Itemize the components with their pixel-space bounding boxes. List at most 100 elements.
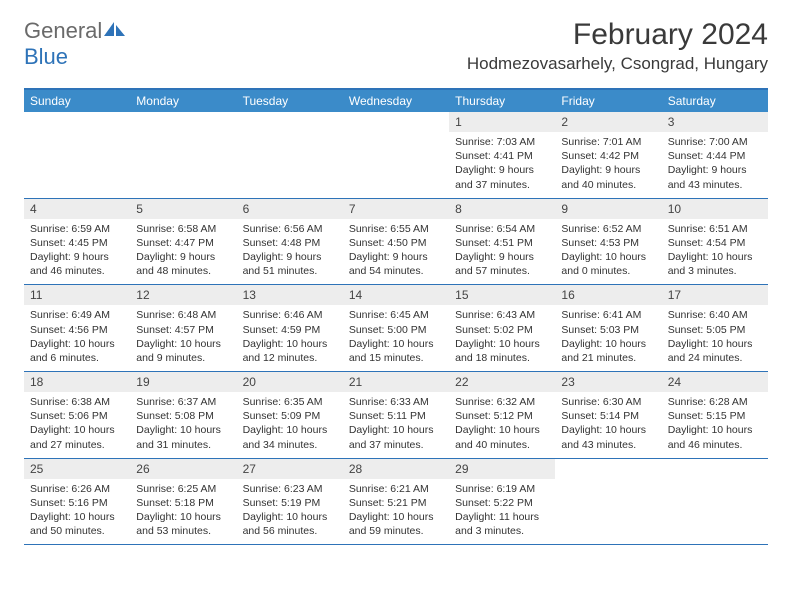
day-cell: 18Sunrise: 6:38 AMSunset: 5:06 PMDayligh… [24,372,130,458]
sunrise-line: Sunrise: 6:58 AM [136,222,230,236]
logo-word2: Blue [24,44,68,69]
week-row: 4Sunrise: 6:59 AMSunset: 4:45 PMDaylight… [24,199,768,286]
day-body: Sunrise: 6:33 AMSunset: 5:11 PMDaylight:… [343,392,449,458]
logo-text: General Blue [24,18,126,70]
sunset-line: Sunset: 5:19 PM [243,496,337,510]
day-cell: 23 Sunrise: 6:30 AMSunset: 5:14 PMDayligh… [555,372,661,458]
day-cell: 3Sunrise: 7:00 AMSunset: 4:44 PMDaylight… [662,112,768,198]
daylight-line: Daylight: 10 hours and 50 minutes. [30,510,124,538]
day-number: 9 [555,199,661,219]
sunset-line: Sunset: 4:54 PM [668,236,762,250]
day-number: 28 [343,459,449,479]
day-cell [237,112,343,198]
day-cell: 12Sunrise: 6:48 AMSunset: 4:57 PMDayligh… [130,285,236,371]
sunrise-line: Sunrise: 6:28 AM [668,395,762,409]
sunrise-line: Sunrise: 7:01 AM [561,135,655,149]
sunrise-line: Sunrise: 6:43 AM [455,308,549,322]
sunset-line: Sunset: 5:16 PM [30,496,124,510]
sunrise-line: Sunrise: 6:38 AM [30,395,124,409]
sunset-line: Sunset: 4:59 PM [243,323,337,337]
day-number: 1 [449,112,555,132]
sunrise-line: Sunrise: 6:19 AM [455,482,549,496]
sunset-line: Sunset: 4:48 PM [243,236,337,250]
day-body: Sunrise: 6:26 AMSunset: 5:16 PMDaylight:… [24,479,130,545]
day-number: 20 [237,372,343,392]
day-number: 19 [130,372,236,392]
sunset-line: Sunset: 4:56 PM [30,323,124,337]
weekday-header: Monday [130,90,236,112]
daylight-line: Daylight: 10 hours and 43 minutes. [561,423,655,451]
daylight-line: Daylight: 10 hours and 40 minutes. [455,423,549,451]
sunrise-line: Sunrise: 6:35 AM [243,395,337,409]
week-row: 11Sunrise: 6:49 AMSunset: 4:56 PMDayligh… [24,285,768,372]
sunset-line: Sunset: 5:22 PM [455,496,549,510]
sunset-line: Sunset: 5:14 PM [561,409,655,423]
day-body: Sunrise: 6:23 AMSunset: 5:19 PMDaylight:… [237,479,343,545]
weeks-container: 1Sunrise: 7:03 AMSunset: 4:41 PMDaylight… [24,112,768,545]
day-cell [343,112,449,198]
day-number: 14 [343,285,449,305]
day-number: 17 [662,285,768,305]
day-body: Sunrise: 6:51 AMSunset: 4:54 PMDaylight:… [662,219,768,285]
sunrise-line: Sunrise: 6:21 AM [349,482,443,496]
day-cell: 25Sunrise: 6:26 AMSunset: 5:16 PMDayligh… [24,459,130,545]
sunrise-line: Sunrise: 6:30 AM [561,395,655,409]
weekday-header-row: SundayMondayTuesdayWednesdayThursdayFrid… [24,90,768,112]
day-body: Sunrise: 6:48 AMSunset: 4:57 PMDaylight:… [130,305,236,371]
day-number [662,459,768,479]
day-cell: 5Sunrise: 6:58 AMSunset: 4:47 PMDaylight… [130,199,236,285]
sunrise-line: Sunrise: 6:26 AM [30,482,124,496]
day-number: 27 [237,459,343,479]
day-number: 5 [130,199,236,219]
day-body: Sunrise: 6:37 AMSunset: 5:08 PMDaylight:… [130,392,236,458]
day-cell: 29Sunrise: 6:19 AMSunset: 5:22 PMDayligh… [449,459,555,545]
day-cell: 8Sunrise: 6:54 AMSunset: 4:51 PMDaylight… [449,199,555,285]
sunrise-line: Sunrise: 7:03 AM [455,135,549,149]
sunrise-line: Sunrise: 6:25 AM [136,482,230,496]
day-body: Sunrise: 6:35 AMSunset: 5:09 PMDaylight:… [237,392,343,458]
day-body: Sunrise: 6:59 AMSunset: 4:45 PMDaylight:… [24,219,130,285]
day-number: 25 [24,459,130,479]
day-cell: 16Sunrise: 6:41 AMSunset: 5:03 PMDayligh… [555,285,661,371]
sunset-line: Sunset: 4:47 PM [136,236,230,250]
daylight-line: Daylight: 9 hours and 40 minutes. [561,163,655,191]
sunset-line: Sunset: 4:53 PM [561,236,655,250]
day-number [24,112,130,132]
location: Hodmezovasarhely, Csongrad, Hungary [467,54,768,74]
day-number: 2 [555,112,661,132]
day-cell: 1Sunrise: 7:03 AMSunset: 4:41 PMDaylight… [449,112,555,198]
daylight-line: Daylight: 10 hours and 18 minutes. [455,337,549,365]
daylight-line: Daylight: 9 hours and 51 minutes. [243,250,337,278]
week-row: 25Sunrise: 6:26 AMSunset: 5:16 PMDayligh… [24,459,768,546]
daylight-line: Daylight: 10 hours and 6 minutes. [30,337,124,365]
daylight-line: Daylight: 10 hours and 31 minutes. [136,423,230,451]
day-cell: 17Sunrise: 6:40 AMSunset: 5:05 PMDayligh… [662,285,768,371]
daylight-line: Daylight: 10 hours and 3 minutes. [668,250,762,278]
day-number [237,112,343,132]
daylight-line: Daylight: 10 hours and 46 minutes. [668,423,762,451]
day-number: 6 [237,199,343,219]
sunset-line: Sunset: 5:05 PM [668,323,762,337]
daylight-line: Daylight: 9 hours and 46 minutes. [30,250,124,278]
sunset-line: Sunset: 5:06 PM [30,409,124,423]
day-body: Sunrise: 6:46 AMSunset: 4:59 PMDaylight:… [237,305,343,371]
day-number [555,459,661,479]
day-body: Sunrise: 6:32 AMSunset: 5:12 PMDaylight:… [449,392,555,458]
day-body: Sunrise: 7:03 AMSunset: 4:41 PMDaylight:… [449,132,555,198]
day-cell: 24Sunrise: 6:28 AMSunset: 5:15 PMDayligh… [662,372,768,458]
sunrise-line: Sunrise: 6:41 AM [561,308,655,322]
day-number: 15 [449,285,555,305]
sunrise-line: Sunrise: 6:32 AM [455,395,549,409]
day-number: 23 [555,372,661,392]
day-number: 3 [662,112,768,132]
sunset-line: Sunset: 4:45 PM [30,236,124,250]
day-number [130,112,236,132]
sunset-line: Sunset: 5:08 PM [136,409,230,423]
day-cell: 15Sunrise: 6:43 AMSunset: 5:02 PMDayligh… [449,285,555,371]
sunrise-line: Sunrise: 6:45 AM [349,308,443,322]
sunrise-line: Sunrise: 6:52 AM [561,222,655,236]
day-body: Sunrise: 6:45 AMSunset: 5:00 PMDaylight:… [343,305,449,371]
sunrise-line: Sunrise: 6:37 AM [136,395,230,409]
daylight-line: Daylight: 10 hours and 12 minutes. [243,337,337,365]
day-number: 10 [662,199,768,219]
